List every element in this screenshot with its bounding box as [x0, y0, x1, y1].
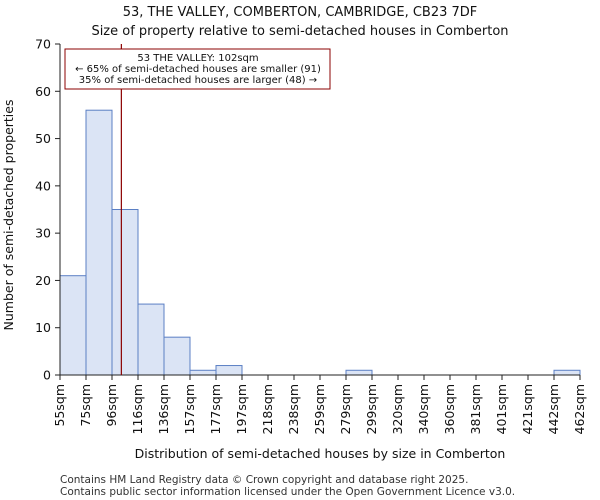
bar-55sqm: [59, 275, 87, 376]
x-tick-label-360sqm: 360sqm: [442, 384, 457, 434]
x-tick-label-136sqm: 136sqm: [156, 384, 171, 434]
y-tick-label-70: 70: [35, 37, 51, 52]
x-axis: 55sqm 75sqm 96sqm 116sqm 136sqm 157sqm 177sqm 1…: [52, 374, 587, 434]
bar-136sqm: [163, 336, 191, 376]
annotation-line-1: 53 THE VALLEY: 102sqm: [137, 53, 258, 64]
bar-116sqm: [137, 303, 165, 376]
x-tick-label-177sqm: 177sqm: [208, 384, 223, 434]
x-tick-label-462sqm: 462sqm: [572, 384, 587, 434]
x-tick-label-116sqm: 116sqm: [130, 384, 145, 434]
footer-line-1: Contains HM Land Registry data © Crown c…: [60, 474, 468, 486]
x-tick-label-55sqm: 55sqm: [52, 384, 67, 427]
annotation-border: [64, 48, 331, 90]
y-axis-label: Number of semi-detached properties: [1, 100, 16, 331]
chart-title: 53, THE VALLEY, COMBERTON, CAMBRIDGE, CB…: [123, 5, 478, 20]
x-tick-label-259sqm: 259sqm: [312, 384, 327, 434]
x-tick-label-218sqm: 218sqm: [260, 384, 275, 434]
x-tick-label-157sqm: 157sqm: [182, 384, 197, 434]
annotation-box: 53 THE VALLEY: 102sqm ← 65% of semi-deta…: [64, 48, 331, 90]
y-tick-label-50: 50: [35, 131, 51, 146]
chart-subtitle: Size of property relative to semi-detach…: [91, 24, 508, 39]
bar-157sqm: [189, 369, 217, 376]
y-tick-label-40: 40: [35, 178, 51, 193]
bar-442sqm: [553, 369, 581, 376]
x-axis-label: Distribution of semi-detached houses by …: [135, 446, 506, 461]
annotation-line-3: 35% of semi-detached houses are larger (…: [79, 75, 317, 86]
y-tick-label-0: 0: [43, 368, 51, 383]
x-tick-label-381sqm: 381sqm: [468, 384, 483, 434]
y-tick-label-60: 60: [35, 84, 51, 99]
x-tick-label-401sqm: 401sqm: [494, 384, 509, 434]
x-tick-label-238sqm: 238sqm: [286, 384, 301, 434]
x-tick-label-421sqm: 421sqm: [520, 384, 535, 434]
x-tick-label-299sqm: 299sqm: [364, 384, 379, 434]
annotation-line-2: ← 65% of semi-detached houses are smalle…: [75, 64, 321, 75]
x-tick-label-75sqm: 75sqm: [78, 384, 93, 427]
y-axis: 0 10 20 30 40 50 60 70: [35, 37, 61, 383]
x-tick-label-197sqm: 197sqm: [234, 384, 249, 434]
footer-line-2: Contains public sector information licen…: [60, 486, 515, 498]
y-tick-label-10: 10: [35, 320, 51, 335]
y-tick-label-20: 20: [35, 273, 51, 288]
bar-96sqm: [111, 209, 139, 376]
x-tick-label-340sqm: 340sqm: [416, 384, 431, 434]
bar-279sqm: [345, 369, 373, 376]
bars-group: [59, 109, 581, 376]
x-tick-label-279sqm: 279sqm: [338, 384, 353, 434]
bar-177sqm: [215, 365, 243, 376]
x-tick-label-96sqm: 96sqm: [104, 384, 119, 427]
y-tick-label-30: 30: [35, 226, 51, 241]
bar-75sqm: [85, 109, 113, 376]
x-tick-label-442sqm: 442sqm: [546, 384, 561, 434]
x-tick-label-320sqm: 320sqm: [390, 384, 405, 434]
